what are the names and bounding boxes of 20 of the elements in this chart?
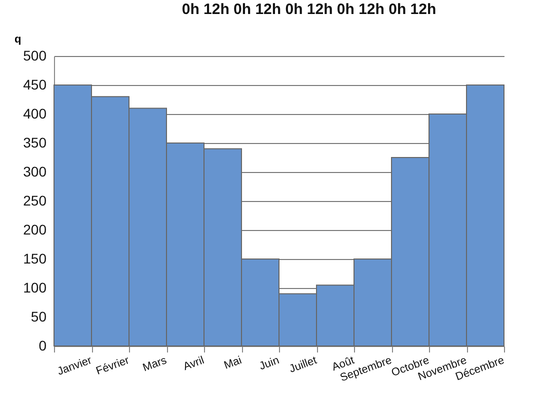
y-tick-label: 300 bbox=[23, 164, 47, 180]
y-tick-label: 50 bbox=[30, 308, 47, 324]
y-tick-label: 450 bbox=[23, 76, 47, 92]
x-tick-label: Mai bbox=[222, 354, 244, 372]
y-tick-label: 250 bbox=[23, 192, 47, 208]
y-tick-label: 200 bbox=[23, 222, 47, 238]
y-tick-label: 500 bbox=[23, 48, 47, 64]
x-tick-label: Avril bbox=[182, 354, 206, 374]
y-tick-label: 150 bbox=[23, 250, 47, 266]
x-tick-label: Juillet bbox=[288, 354, 318, 376]
y-tick-label: 0 bbox=[38, 338, 47, 354]
y-tick-label: 100 bbox=[23, 280, 47, 296]
x-tick-label: Juin bbox=[258, 354, 281, 373]
y-tick-label: 350 bbox=[23, 134, 47, 150]
x-tick-label: Mars bbox=[141, 354, 169, 374]
text: 0h 12h 0h 12h 0h 12h 0h 12h 0h 12h bbox=[182, 1, 436, 18]
x-tick-label: Février bbox=[94, 354, 132, 378]
y-tick-label: 400 bbox=[23, 106, 47, 122]
y-axis-title: q bbox=[14, 34, 22, 46]
x-tick-label: Janvier bbox=[56, 354, 94, 378]
